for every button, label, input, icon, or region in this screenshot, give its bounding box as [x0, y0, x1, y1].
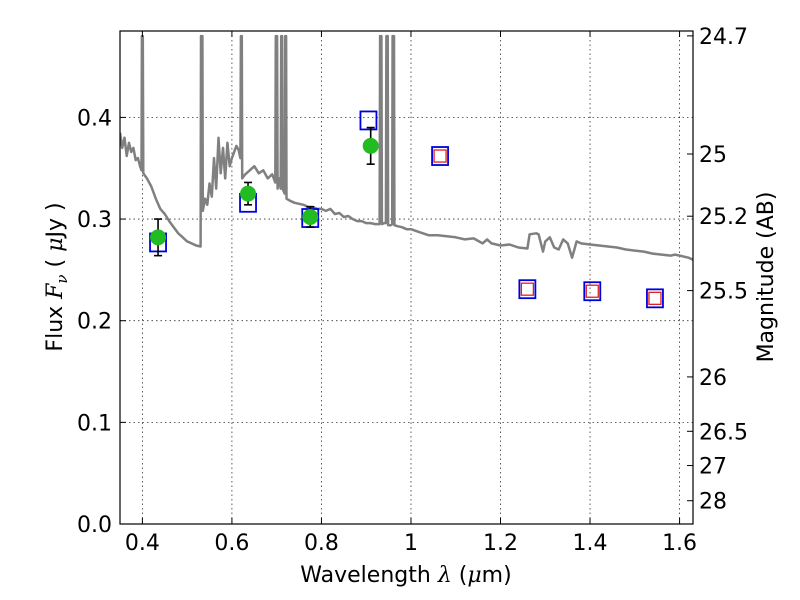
x-axis-label-prefix: Wavelength	[300, 563, 431, 588]
predicted-square-marker	[585, 284, 599, 298]
predicted-square-marker	[433, 149, 447, 163]
predicted-square-marker	[520, 282, 535, 296]
x-axis-label-unit-mu: μ	[467, 563, 481, 588]
spectrum-layer	[120, 34, 693, 261]
x-tick-label: 0.8	[304, 531, 339, 556]
x-tick-label: 0.6	[214, 531, 249, 556]
model-square-marker	[518, 279, 537, 300]
marker-layer	[149, 110, 664, 309]
x-axis-label: Wavelength λ (μm)	[300, 563, 511, 588]
y-tick-label: 0.4	[77, 106, 112, 131]
observed-point	[302, 209, 319, 226]
right-tick-label: 24.7	[699, 25, 748, 50]
y-axis-label-unit-open: (	[43, 259, 68, 268]
model-square-marker	[431, 146, 449, 166]
observed-point	[150, 229, 167, 246]
y-axis-label-prefix: Flux	[43, 306, 68, 352]
x-axis-label-unit-open: (	[459, 563, 468, 588]
y-tick-label: 0.3	[77, 208, 112, 233]
right-tick-label: 27	[699, 455, 727, 480]
y-axis-label-unit-rest: Jy )	[43, 202, 68, 239]
x-tick-label: 1.2	[483, 531, 518, 556]
right-tick-label: 26.5	[699, 420, 748, 445]
tick-layer: 0.4 0.6 0.8 1 1.2 1.4 1.6 0.0 0.1 0.2 0.3 0.4 24.7 25…	[77, 25, 748, 556]
grid-layer	[120, 31, 693, 525]
model-square-marker	[583, 281, 602, 302]
right-tick-label: 25.2	[699, 205, 748, 230]
right-tick-label: 25.5	[699, 280, 748, 305]
predicted-square-marker	[648, 291, 662, 305]
x-tick-label: 0.4	[125, 531, 160, 556]
y-tick-label: 0.0	[77, 513, 112, 538]
right-tick-label: 26	[699, 366, 727, 391]
observed-point	[362, 137, 379, 154]
right-tick-label: 28	[699, 490, 727, 515]
x-axis-label-symbol: λ	[437, 563, 452, 588]
y-axis-label-unit-mu: μ	[43, 238, 68, 252]
observed-point	[240, 185, 257, 202]
spectrum-line	[120, 34, 693, 261]
y-axis-label: Flux Fν ( μJy )	[43, 202, 71, 351]
right-tick-label: 25	[699, 143, 727, 168]
plot-frame	[119, 30, 694, 525]
right-axis-label: Magnitude (AB)	[754, 192, 779, 363]
model-square-marker	[646, 288, 664, 309]
x-tick-label: 1.6	[662, 531, 697, 556]
y-tick-label: 0.2	[77, 310, 112, 335]
y-axis-label-subscript: ν	[53, 274, 71, 283]
y-axis-label-symbol: F	[43, 283, 68, 300]
x-tick-label: 1.4	[573, 531, 608, 556]
x-tick-label: 1	[404, 531, 418, 556]
model-square-marker	[359, 110, 378, 131]
x-axis-label-unit-rest: m)	[482, 563, 512, 588]
y-tick-label: 0.1	[77, 411, 112, 436]
